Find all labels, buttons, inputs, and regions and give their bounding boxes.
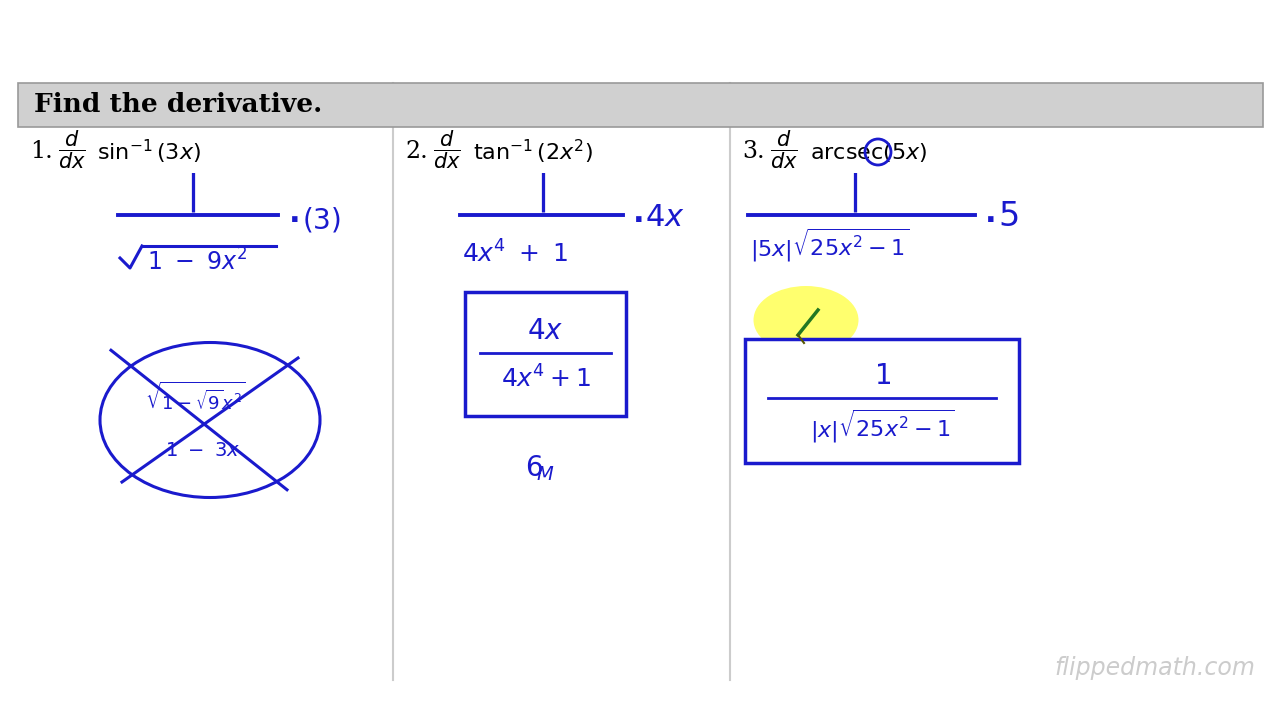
Text: $4x^4+1$: $4x^4+1$: [500, 365, 590, 392]
Text: 2.: 2.: [404, 140, 428, 163]
Text: $\dfrac{d}{dx}$: $\dfrac{d}{dx}$: [58, 129, 86, 171]
Text: $\boldsymbol{\cdot}$: $\boldsymbol{\cdot}$: [984, 204, 995, 233]
Text: $\sqrt{1-\sqrt{9}x^2}$: $\sqrt{1-\sqrt{9}x^2}$: [145, 382, 246, 414]
Text: $|5x|\sqrt{25x^2-1}$: $|5x|\sqrt{25x^2-1}$: [750, 226, 909, 264]
Text: $4x$: $4x$: [645, 204, 685, 233]
Text: $\sin^{-1}(3x)$: $\sin^{-1}(3x)$: [97, 138, 201, 166]
Text: $\boldsymbol{\cdot}$: $\boldsymbol{\cdot}$: [288, 205, 298, 235]
Text: |: |: [536, 172, 549, 212]
FancyBboxPatch shape: [745, 339, 1019, 463]
Text: $6_{\!\!M}$: $6_{\!\!M}$: [525, 453, 556, 483]
Text: $|x|\sqrt{25x^2-1}$: $|x|\sqrt{25x^2-1}$: [809, 408, 955, 445]
Text: $\boldsymbol{\cdot}$: $\boldsymbol{\cdot}$: [632, 205, 643, 235]
Text: Find the derivative.: Find the derivative.: [35, 92, 323, 117]
Text: $1\ -\ 3x$: $1\ -\ 3x$: [165, 441, 241, 459]
Bar: [18, 83, 1263, 127]
Text: $\dfrac{d}{dx}$: $\dfrac{d}{dx}$: [771, 129, 797, 171]
Ellipse shape: [754, 286, 859, 354]
Text: $4x$: $4x$: [527, 317, 563, 345]
Text: $(3)$: $(3)$: [302, 205, 340, 235]
Text: 3.: 3.: [742, 140, 764, 163]
Text: |: |: [849, 172, 861, 212]
Text: |: |: [187, 172, 200, 212]
Text: 1.: 1.: [29, 140, 52, 163]
Text: $1$: $1$: [873, 362, 891, 390]
Text: flippedmath.com: flippedmath.com: [1055, 656, 1254, 680]
Text: $\dfrac{d}{dx}$: $\dfrac{d}{dx}$: [433, 129, 461, 171]
Text: $5$: $5$: [998, 200, 1019, 233]
Text: $\tan^{-1}(2x^2)$: $\tan^{-1}(2x^2)$: [474, 138, 593, 166]
Text: $1\ -\ 9x^2$: $1\ -\ 9x^2$: [147, 248, 247, 276]
FancyBboxPatch shape: [465, 292, 626, 416]
Text: $\mathrm{arcsec}(5x)$: $\mathrm{arcsec}(5x)$: [810, 140, 927, 163]
Text: $4x^4\ +\ 1$: $4x^4\ +\ 1$: [462, 240, 568, 268]
